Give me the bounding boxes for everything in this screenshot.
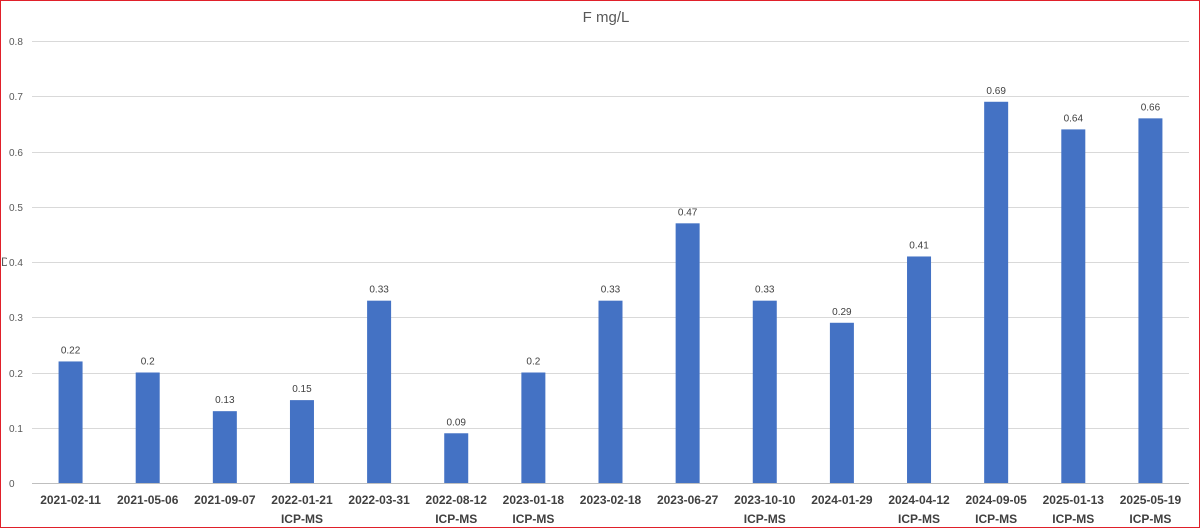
data-label: 0.47 [678,207,698,218]
x-tick-label: 2024-09-05 [965,493,1027,507]
data-label: 0.13 [215,395,235,406]
x-tick-method-label: ICP-MS [435,512,477,526]
bar [289,400,314,483]
y-axis-ticks: 0 0.1 0.2 0.3 0.4 0.5 0.6 0.7 0.8 [9,37,23,490]
x-tick-method-label: ICP-MS [1129,512,1171,526]
data-label: 0.09 [446,417,466,428]
x-tick-method-label: ICP-MS [975,512,1017,526]
bar [444,433,469,483]
bars [58,101,1163,484]
bar [58,361,83,483]
data-label: 0.69 [986,86,1006,97]
bar [907,256,932,483]
x-tick-method-label: ICP-MS [744,512,786,526]
data-label: 0.29 [832,307,852,318]
bar [521,372,546,483]
y-tick-label: 0.1 [9,424,23,435]
x-tick-label: 2024-01-29 [811,493,873,507]
y-tick-label: 0.4 [9,258,23,269]
y-tick-label: 0.2 [9,369,23,380]
bar [829,322,854,483]
bar [367,300,392,483]
x-tick-label: 2022-08-12 [426,493,488,507]
x-tick-label: 2025-01-13 [1043,493,1105,507]
bar [752,300,777,483]
bar [984,101,1009,484]
data-label: 0.22 [61,345,81,356]
bar [135,372,160,483]
x-tick-label: 2023-02-18 [580,493,642,507]
x-tick-label: 2021-02-11 [40,493,101,507]
x-tick-method-label: ICP-MS [281,512,323,526]
bar [675,223,700,483]
cropped-axis-label: D [1,255,7,269]
y-tick-label: 0.8 [9,37,23,48]
x-tick-method-label: ICP-MS [898,512,940,526]
data-label: 0.33 [369,285,389,296]
bar [1138,118,1163,483]
y-tick-label: 0.7 [9,92,23,103]
bar [212,411,237,483]
bar [598,300,623,483]
data-labels: 0.22 0.2 0.13 0.15 0.33 0.09 0.2 0.33 0.47 0.33 0.… [61,86,1161,428]
x-tick-label: 2021-05-06 [117,493,179,507]
x-tick-label: 2021-09-07 [194,493,256,507]
y-tick-label: 0.3 [9,313,23,324]
x-tick-label: 2023-10-10 [734,493,796,507]
data-label: 0.64 [1064,113,1084,124]
x-axis-ticks: 2021-02-11 2021-05-06 2021-09-07 2022-01-21… [40,493,1181,526]
y-tick-label: 0.6 [9,148,23,159]
x-tick-label: 2024-04-12 [888,493,950,507]
data-label: 0.66 [1141,102,1161,113]
x-tick-label: 2023-01-18 [503,493,565,507]
data-label: 0.41 [909,240,929,251]
data-label: 0.2 [141,357,155,368]
data-label: 0.33 [755,285,775,296]
x-tick-label: 2022-01-21 [271,493,333,507]
data-label: 0.33 [601,285,621,296]
data-label: 0.2 [526,357,540,368]
y-tick-label: 0.5 [9,203,23,214]
data-label: 0.15 [292,384,312,395]
x-tick-method-label: ICP-MS [512,512,554,526]
y-tick-label: 0 [9,479,15,490]
bar [1061,129,1086,483]
x-tick-label: 2025-05-19 [1120,493,1182,507]
x-tick-label: 2022-03-31 [348,493,410,507]
x-tick-label: 2023-06-27 [657,493,719,507]
chart-title: F mg/L [583,9,630,26]
x-tick-method-label: ICP-MS [1052,512,1094,526]
